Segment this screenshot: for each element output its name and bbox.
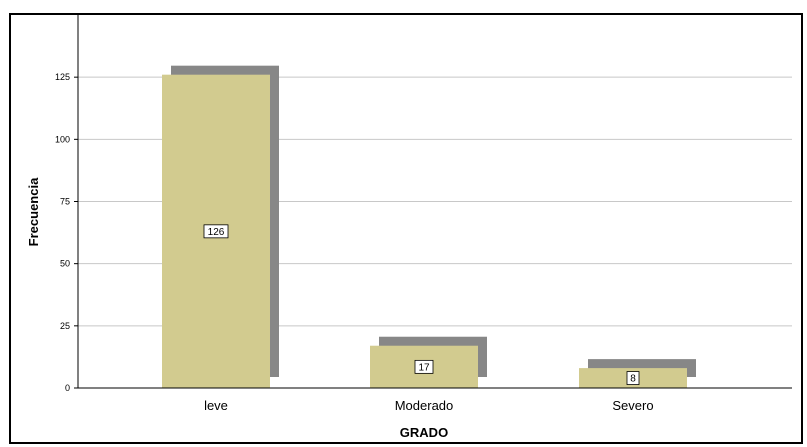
y-tick-label: 25 — [60, 321, 70, 331]
y-tick-label: 0 — [65, 383, 70, 393]
data-label: 17 — [418, 362, 430, 373]
data-label-box — [414, 359, 434, 374]
y-tick-label: 50 — [60, 259, 70, 269]
data-label: 126 — [208, 227, 225, 238]
x-category-label: Moderado — [395, 398, 454, 413]
x-category-label: leve — [204, 398, 228, 413]
x-category-labels: leve Moderado Severo — [204, 398, 654, 413]
y-tick-label: 125 — [55, 72, 70, 82]
data-label-box — [203, 224, 229, 239]
y-tick-label: 75 — [60, 197, 70, 207]
y-tick-label: 100 — [55, 134, 70, 144]
data-label: 8 — [630, 374, 636, 385]
y-tick-labels: 0 25 50 75 100 125 — [55, 72, 78, 393]
x-axis-title: GRADO — [400, 425, 448, 440]
bars: 126 17 8 — [162, 65, 696, 389]
data-label-box — [626, 371, 640, 385]
y-axis-title: Frecuencia — [26, 177, 41, 246]
x-category-label: Severo — [612, 398, 653, 413]
